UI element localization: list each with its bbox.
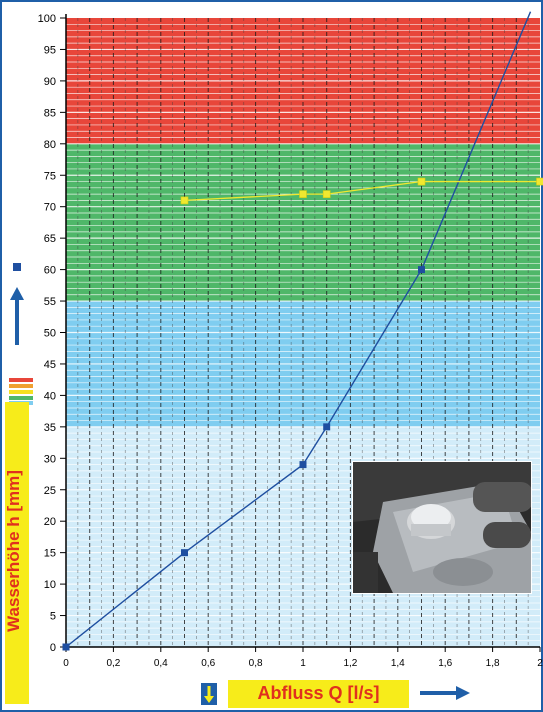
y-tick-label: 65 — [44, 233, 56, 245]
y-tick-label: 90 — [44, 76, 56, 88]
y-tick-label: 55 — [44, 296, 56, 308]
x-tick-label: 0,4 — [154, 658, 168, 669]
x-tick-label: 2 — [537, 658, 543, 669]
marker-legend-swatch — [13, 263, 21, 271]
y-tick-label: 5 — [50, 611, 56, 623]
series-0-point — [323, 423, 331, 431]
series-1-point — [417, 177, 426, 186]
y-tick-label: 85 — [44, 107, 56, 119]
y-tick-label: 35 — [44, 422, 56, 434]
x-tick-label: 1,6 — [438, 658, 452, 669]
y-tick-label: 70 — [44, 202, 56, 214]
right-arrow-head — [456, 686, 470, 700]
band-legend-swatch — [9, 378, 33, 382]
x-tick-label: 0 — [63, 658, 69, 669]
series-0-point — [418, 266, 425, 274]
y-tick-label: 10 — [44, 579, 56, 591]
y-tick-label: 30 — [44, 453, 56, 465]
y-axis-label: Wasserhöhe h [mm] — [4, 470, 23, 632]
inset-photo — [352, 461, 532, 594]
series-0-point — [181, 549, 188, 557]
y-axis-label-box — [5, 402, 29, 704]
y-tick-label: 40 — [44, 390, 56, 402]
down-arrow-head — [204, 696, 214, 703]
x-tick-label: 0,8 — [249, 658, 263, 669]
series-0-point — [299, 461, 307, 469]
series-0-line — [65, 11, 532, 648]
y-tick-label: 20 — [44, 516, 56, 528]
y-tick-label: 50 — [44, 328, 56, 340]
y-tick-label: 45 — [44, 359, 56, 371]
y-tick-label: 25 — [44, 485, 56, 497]
x-tick-label: 0,6 — [201, 658, 215, 669]
band-legend-swatch — [9, 396, 33, 400]
x-tick-label: 0,2 — [106, 658, 120, 669]
series-1-point — [180, 196, 189, 205]
series-1-point — [322, 190, 331, 198]
x-axis-label-box — [228, 680, 409, 708]
y-tick-label: 15 — [44, 548, 56, 560]
y-tick-label: 75 — [44, 170, 56, 182]
x-axis-label: Abfluss Q [l/s] — [257, 683, 380, 703]
series-0-point — [62, 643, 70, 651]
series-1-point — [536, 177, 543, 186]
x-tick-label: 1,8 — [486, 658, 500, 669]
y-tick-label: 60 — [44, 265, 56, 277]
band-legend-swatch — [9, 384, 33, 388]
up-arrow-head — [10, 287, 24, 300]
band-legend-swatch — [9, 390, 33, 394]
x-tick-label: 1,2 — [343, 658, 357, 669]
y-tick-label: 0 — [50, 642, 56, 654]
y-tick-label: 95 — [44, 44, 56, 56]
series-1-point — [299, 190, 307, 198]
y-tick-label: 80 — [44, 139, 56, 151]
x-tick-label: 1 — [300, 658, 306, 669]
x-tick-label: 1,4 — [391, 658, 405, 669]
y-tick-label: 100 — [38, 13, 56, 25]
